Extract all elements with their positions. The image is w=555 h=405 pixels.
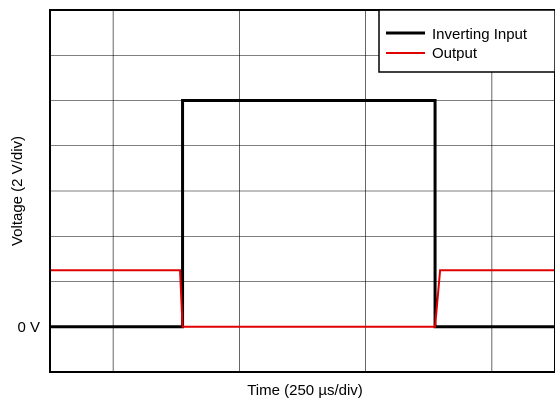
legend-box <box>378 9 555 73</box>
legend-label-inverting-input: Inverting Input <box>432 26 528 43</box>
series-line-output <box>50 269 555 328</box>
y-tick-labels: 0 V <box>17 319 40 336</box>
series-line-inverting-input <box>50 99 555 329</box>
legend-label-output: Output <box>432 45 478 62</box>
x-axis-label: Time (250 µs/div) <box>247 382 363 399</box>
y-axis-label: Voltage (2 V/div) <box>9 136 26 246</box>
y-tick-label: 0 V <box>17 319 40 336</box>
series-layer <box>50 99 555 329</box>
legend: Inverting Input Output <box>378 9 555 73</box>
plot-frame <box>49 9 555 373</box>
